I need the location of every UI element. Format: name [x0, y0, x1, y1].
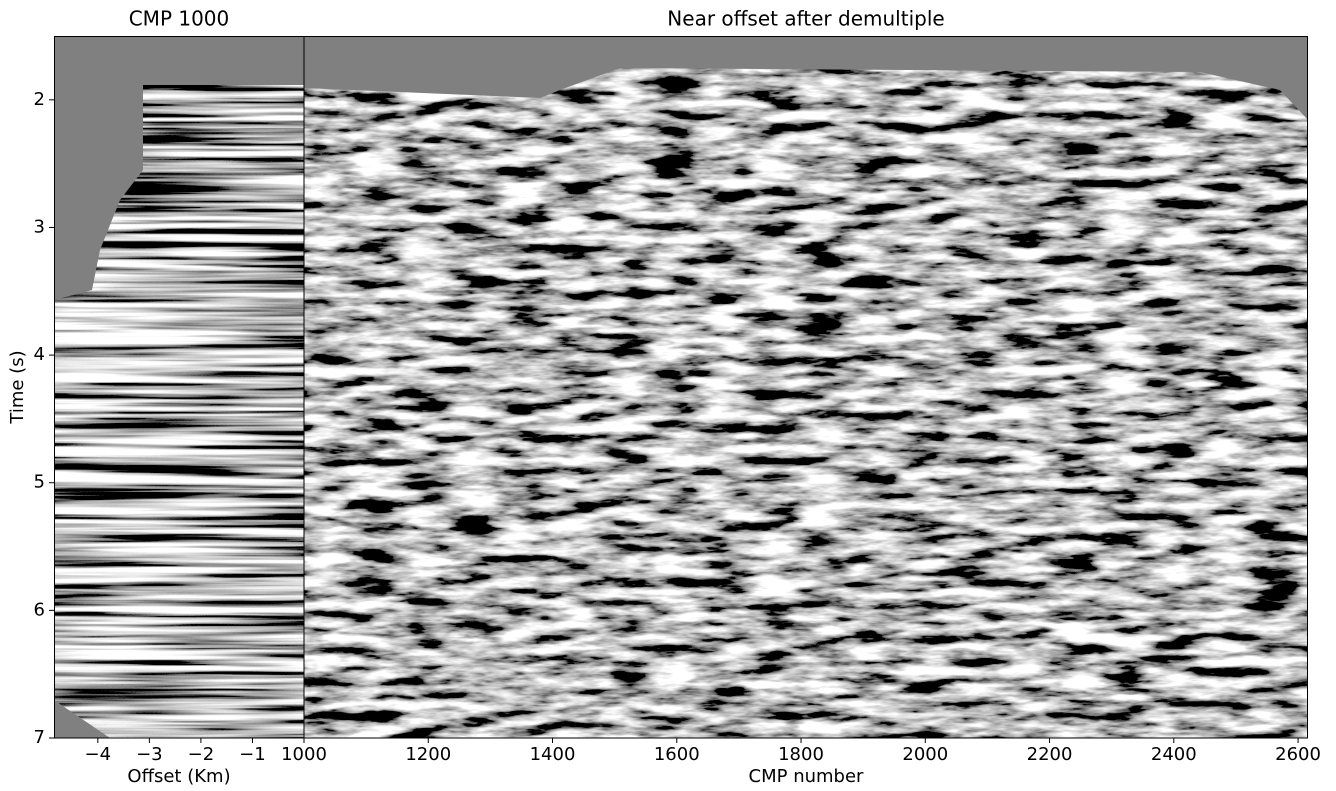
x-tick-label: −2 [188, 744, 215, 765]
x-tick-label: 1800 [778, 744, 824, 765]
y-axis-label: Time (s) [7, 350, 28, 424]
x-tick-label: 2000 [902, 744, 948, 765]
x-tick-label: 2200 [1027, 744, 1073, 765]
y-tick-label: 4 [34, 344, 45, 365]
y-tick-label: 5 [34, 472, 45, 493]
x-axis-label: Offset (Km) [127, 766, 230, 787]
seismic-image [304, 68, 1308, 738]
y-tick-label: 6 [34, 599, 45, 620]
x-tick-label: 2400 [1151, 744, 1197, 765]
x-tick-label: −4 [85, 744, 112, 765]
x-tick-label: −1 [239, 744, 266, 765]
x-tick-label: 2600 [1275, 744, 1321, 765]
x-axis-label: CMP number [749, 766, 865, 787]
chart-title: Near offset after demultiple [667, 7, 944, 31]
x-tick-label: 1600 [654, 744, 700, 765]
y-tick-label: 7 [34, 727, 45, 748]
chart-title: CMP 1000 [129, 7, 230, 31]
x-tick-label: 1400 [530, 744, 576, 765]
y-tick-label: 3 [34, 216, 45, 237]
y-tick-label: 2 [34, 89, 45, 110]
x-tick-label: −3 [136, 744, 163, 765]
axes-frame [303, 36, 1308, 739]
x-tick-label: 1200 [405, 744, 451, 765]
x-tick-label: 1000 [281, 744, 327, 765]
